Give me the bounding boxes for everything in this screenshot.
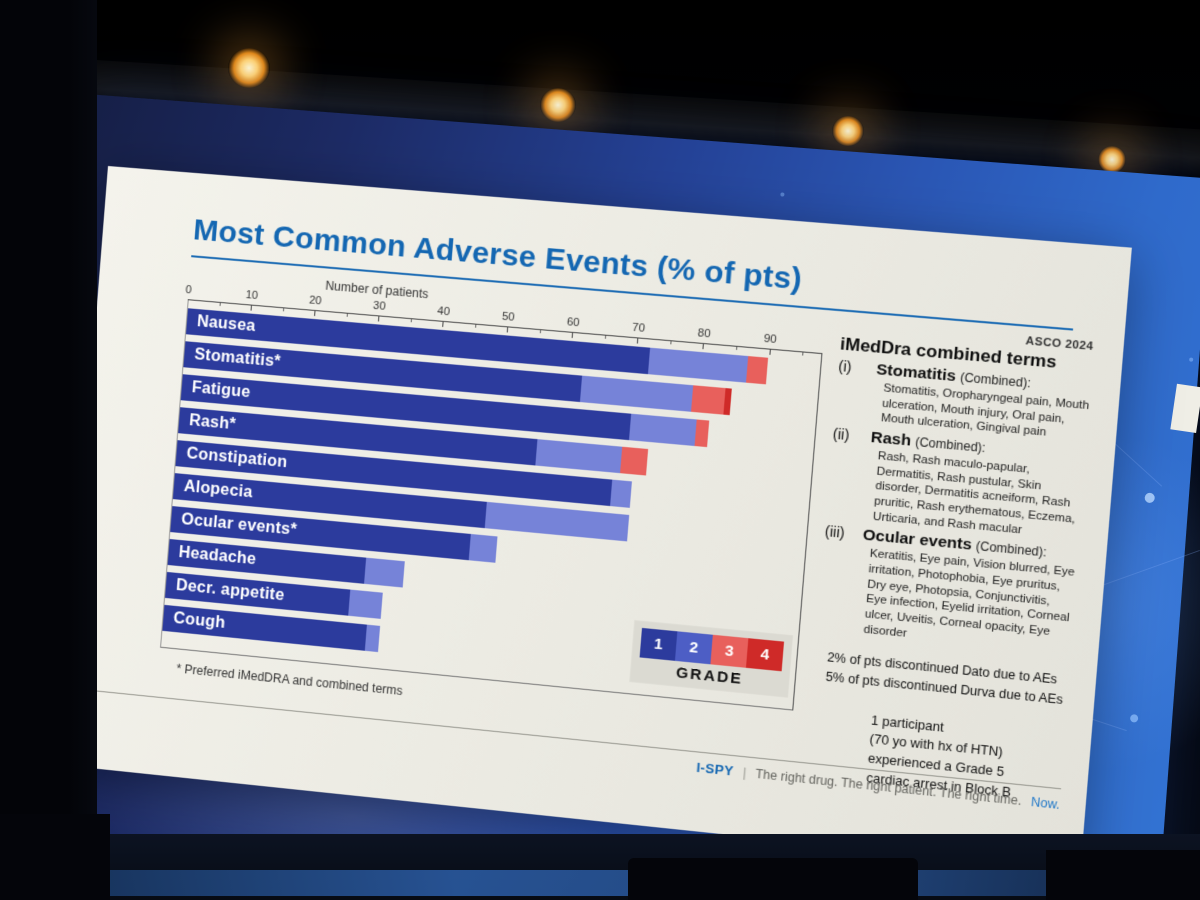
- term-index: (iii): [824, 523, 846, 542]
- term-qualifier: (Combined):: [959, 370, 1032, 391]
- axis-tick-label: 70: [631, 321, 646, 335]
- bar-segment-grade-2: [610, 479, 633, 508]
- bar-segment-grade-2: [579, 375, 693, 412]
- adverse-events-chart: Number of patients 0 10 20 30 40 50 60 70 80 90 N…: [155, 263, 826, 780]
- plot-area: Nausea Stomatitis* Fatigue Rash* Constipatio…: [160, 300, 823, 711]
- stage-silhouette: [0, 814, 110, 900]
- stage-floor-glow: [0, 870, 1200, 896]
- bar-segment-grade-2: [629, 413, 697, 446]
- axis-tick-label: 30: [372, 299, 387, 313]
- discontinuation-notes: 2% of pts discontinued Dato due to AEs 5%…: [812, 647, 1073, 711]
- stage-light: [228, 48, 270, 88]
- bar-segment-grade-4: [723, 388, 733, 416]
- adjacent-screen-sliver: [1170, 383, 1200, 434]
- presentation-slide: Most Common Adverse Events (% of pts) Nu…: [60, 166, 1132, 872]
- legend-cell-grade-2: 2: [674, 631, 713, 665]
- axis-tick-label: 20: [308, 294, 323, 308]
- legend-cell-grade-1: 1: [639, 627, 678, 661]
- term-details: Keratitis, Eye pain, Vision blurred, Eye…: [863, 547, 1076, 640]
- term-index: (ii): [832, 425, 850, 444]
- stage-silhouette: [1046, 850, 1200, 900]
- axis-tick-label: 40: [436, 305, 451, 319]
- stage-silhouette: [628, 858, 918, 900]
- legend-cell-grade-3: 3: [710, 634, 749, 668]
- bar-segment-grade-3: [690, 385, 726, 415]
- combined-terms-list: (i) Stomatitis (Combined): Stomatitis, Orop…: [817, 358, 1097, 658]
- legend-cell-grade-4: 4: [745, 638, 785, 672]
- footer-tagline-highlight: Now.: [1030, 794, 1061, 813]
- side-panel: ASCO 2024 iMedDra combined terms (i) Stom…: [788, 316, 1101, 808]
- axis-tick-label: 90: [763, 332, 778, 347]
- bar-segment-grade-2: [484, 501, 630, 542]
- combined-term-item: (iii) Ocular events (Combined): Keratitis, …: [817, 523, 1084, 657]
- bar-segment-grade-2: [469, 534, 498, 563]
- stage-light: [832, 116, 864, 146]
- axis-tick-label: 60: [566, 316, 581, 330]
- axis-tick-label: 80: [697, 327, 712, 341]
- bar-segment-grade-3: [694, 419, 710, 448]
- stage-curtain: [0, 0, 97, 900]
- footer-separator: |: [742, 765, 747, 780]
- axis-tick-label: 10: [245, 289, 259, 303]
- bar-segment-grade-2: [535, 439, 622, 474]
- axis-tick-label: 50: [501, 310, 516, 324]
- bar-segment-grade-2: [364, 624, 380, 653]
- stage-light: [540, 88, 576, 122]
- bar-segment-grade-2: [647, 347, 749, 383]
- bar-segment-grade-2: [363, 557, 405, 588]
- term-index: (i): [837, 357, 853, 376]
- constellation-dot: [1189, 357, 1194, 362]
- bar-segment-grade-2: [348, 589, 383, 619]
- ispy-logo: I-SPY: [695, 759, 735, 779]
- term-name: Rash: [870, 428, 912, 450]
- constellation-dot: [780, 192, 785, 197]
- stage-light: [1098, 146, 1126, 173]
- axis-tick-label: 0: [184, 283, 193, 297]
- bar-segment-grade-3: [745, 356, 768, 385]
- bar-segment-grade-3: [619, 446, 648, 476]
